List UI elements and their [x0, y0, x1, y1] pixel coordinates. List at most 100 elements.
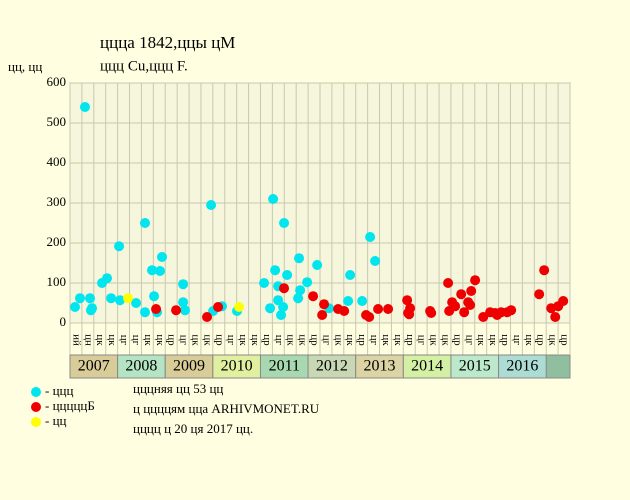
data-point: [270, 265, 281, 276]
data-point: [157, 252, 168, 262]
year-label: 2013: [364, 358, 396, 375]
x-tick-label: цр: [166, 334, 178, 346]
data-point: [75, 293, 85, 304]
data-point: [149, 291, 160, 302]
data-point: [155, 266, 165, 276]
legend-marker: [31, 402, 41, 412]
data-point: [178, 297, 189, 308]
data-point: [213, 302, 224, 312]
y-tick-label: 300: [47, 194, 67, 209]
data-point: [345, 270, 356, 280]
x-tick-label: цг: [416, 335, 428, 346]
data-point: [319, 299, 330, 310]
x-tick-label: цк: [475, 334, 487, 346]
x-tick-label: цг: [130, 335, 142, 346]
x-tick-label: цг: [225, 335, 237, 346]
x-tick-label: цк: [142, 334, 154, 346]
data-point: [317, 310, 328, 320]
data-point: [357, 296, 368, 306]
data-point: [202, 312, 213, 322]
data-point: [147, 265, 158, 276]
data-point: [294, 253, 305, 264]
chart-subtitle: ццц Cu,ццц F.: [100, 58, 188, 74]
data-point: [279, 283, 290, 294]
x-tick-label: цр: [213, 334, 225, 346]
x-tick-label: цг: [463, 335, 475, 346]
x-tick-label: цк: [94, 334, 106, 346]
data-point: [343, 296, 354, 306]
data-point: [131, 298, 142, 308]
legend-marker: [31, 417, 41, 427]
x-tick-label: цк: [392, 334, 404, 346]
data-point: [140, 307, 150, 318]
x-tick-label: цг: [118, 335, 130, 346]
x-tick-label: ий: [70, 334, 82, 346]
x-tick-label: цк: [189, 334, 201, 346]
data-point: [558, 296, 569, 306]
legend-marker: [31, 387, 41, 397]
x-tick-label: цг: [368, 335, 380, 346]
data-point: [140, 218, 150, 228]
data-point: [456, 289, 467, 300]
legend-label: - ццц: [45, 383, 73, 398]
data-point: [365, 232, 376, 242]
x-tick-label: цг: [511, 335, 523, 346]
x-tick-label: цк: [285, 334, 297, 346]
x-tick-label: цр: [261, 334, 273, 346]
year-label: 2015: [459, 358, 491, 375]
data-point: [114, 241, 125, 252]
data-point: [339, 306, 350, 316]
x-tick-label: цр: [451, 334, 463, 346]
x-tick-label: цг: [273, 335, 285, 346]
legend-label: - цц: [45, 413, 67, 428]
data-point: [151, 304, 162, 314]
y-tick-label: 0: [60, 314, 67, 329]
y-axis-label: цц, цц: [8, 59, 42, 74]
data-point: [259, 278, 270, 288]
year-label: 2016: [506, 358, 538, 375]
x-tick-label: цр: [559, 334, 571, 346]
data-point: [80, 102, 90, 112]
year-cell-extra: [545, 354, 571, 379]
year-label: 2007: [78, 358, 110, 375]
data-point: [466, 286, 477, 296]
note: цццняя цц 53 цц: [133, 381, 223, 396]
data-point: [383, 304, 394, 314]
y-tick-label: 600: [47, 74, 67, 89]
x-tick-label: цк: [154, 334, 166, 346]
x-tick-label: цк: [487, 334, 499, 346]
data-point: [102, 273, 113, 284]
data-point: [312, 260, 323, 270]
x-tick-label: цн: [82, 334, 94, 346]
note: цццц ц 20 ця 2017 цц.: [133, 421, 253, 436]
x-tick-label: цр: [309, 334, 321, 346]
data-point: [295, 285, 306, 296]
data-point: [70, 302, 80, 312]
year-label: 2012: [316, 358, 348, 375]
x-tick-label: цк: [380, 334, 392, 346]
data-point: [265, 303, 276, 314]
x-tick-label: цк: [297, 334, 309, 346]
year-label: 2011: [269, 358, 300, 375]
chart-title: ццца 1842,ццы цМ: [100, 33, 235, 52]
x-tick-label: цр: [499, 334, 511, 346]
data-point: [550, 312, 561, 322]
data-point: [506, 305, 517, 316]
data-point: [276, 310, 287, 320]
data-point: [308, 291, 319, 302]
y-tick-label: 500: [47, 114, 67, 129]
data-point: [293, 293, 304, 304]
x-tick-label: цк: [439, 334, 451, 346]
data-point: [234, 302, 245, 312]
data-point: [279, 218, 290, 228]
data-point: [426, 308, 437, 318]
x-tick-label: цк: [428, 334, 440, 346]
data-point: [370, 256, 381, 266]
data-point: [443, 278, 454, 288]
legend-label: - цццццБ: [45, 398, 95, 413]
data-point: [180, 305, 190, 316]
data-point: [539, 265, 550, 276]
data-point: [171, 305, 182, 316]
data-point: [470, 275, 481, 286]
